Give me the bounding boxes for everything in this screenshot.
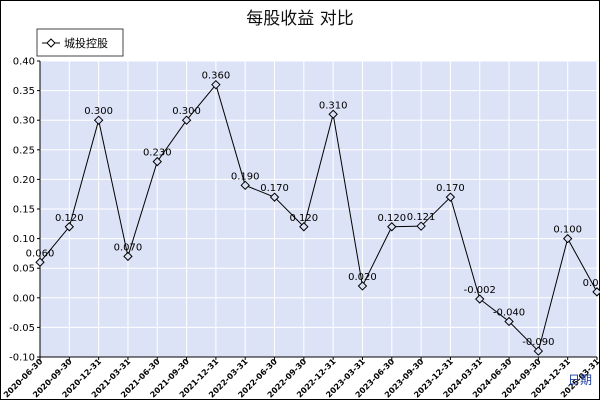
- data-point: [504, 316, 514, 327]
- y-tick-label: 0.35: [13, 86, 35, 97]
- y-tick-label: -0.05: [9, 323, 35, 334]
- data-label: 0.070: [114, 242, 143, 253]
- data-point: [35, 257, 45, 267]
- data-label: 0.060: [26, 248, 55, 259]
- data-point: [299, 222, 309, 232]
- data-label: 0.170: [260, 183, 289, 194]
- data-point: [416, 221, 426, 231]
- y-tick-label: 0.30: [13, 116, 35, 127]
- data-point: [562, 233, 573, 244]
- data-point: [475, 294, 485, 304]
- y-tick-label: 0.15: [13, 205, 35, 216]
- data-point: [64, 222, 75, 232]
- y-tick-label: 0.40: [13, 57, 35, 68]
- data-point: [152, 156, 162, 167]
- grid-lines: [39, 60, 598, 358]
- y-tick-label: 0.10: [13, 234, 35, 245]
- data-label: 0.230: [143, 148, 172, 159]
- series-layer: 0.060 0.120 0.300 0.070 0.230 0.300 0.360 0.190…: [26, 71, 600, 356]
- y-tick-label: -0.10: [9, 353, 35, 364]
- data-label: 0.020: [348, 272, 377, 283]
- legend: 城投控股: [36, 28, 124, 57]
- data-label: 0.100: [553, 225, 582, 236]
- data-label: 0.190: [231, 171, 260, 182]
- data-label: 0.310: [319, 100, 348, 111]
- data-label: 0.120: [55, 213, 84, 224]
- data-point: [240, 180, 250, 191]
- chart-title: 每股收益 对比: [246, 9, 354, 29]
- legend-marker: [46, 38, 56, 48]
- data-label: 0.170: [436, 183, 465, 194]
- data-label: 0.121: [407, 212, 436, 223]
- series-line: [39, 83, 598, 353]
- data-label: 0.120: [377, 213, 406, 224]
- data-label: -0.090: [522, 337, 554, 348]
- data-label: -0.002: [464, 285, 496, 296]
- data-label: 0.300: [172, 106, 201, 117]
- y-tick-label: 0.05: [13, 264, 35, 275]
- data-point: [328, 109, 338, 119]
- data-point: [533, 346, 544, 356]
- y-tick-label: 0.25: [13, 145, 35, 156]
- x-axis-corner-label: 日期: [568, 373, 592, 387]
- data-label: 0.300: [84, 106, 113, 117]
- data-label: 0.360: [202, 71, 231, 82]
- y-tick-label: 0.20: [13, 175, 35, 186]
- y-axis: 0.40 0.35 0.30 0.25 0.20 0.15 0.10 0.05 0.00 -0.0…: [9, 57, 41, 364]
- y-tick-label: 0.00: [13, 293, 35, 304]
- data-point: [387, 222, 397, 232]
- data-point: [211, 79, 221, 90]
- x-axis: 2020-06-302020-09-302020-12-312021-03-31…: [2, 356, 600, 400]
- data-label: 0.010: [583, 278, 600, 289]
- data-point: [93, 115, 104, 125]
- data-point: [123, 251, 133, 262]
- data-point: [181, 115, 192, 125]
- data-label: -0.040: [493, 307, 525, 318]
- data-point: [357, 281, 368, 291]
- legend-label: 城投控股: [64, 36, 108, 50]
- data-point: [269, 192, 280, 202]
- data-point: [445, 192, 456, 202]
- data-label: 0.120: [290, 213, 319, 224]
